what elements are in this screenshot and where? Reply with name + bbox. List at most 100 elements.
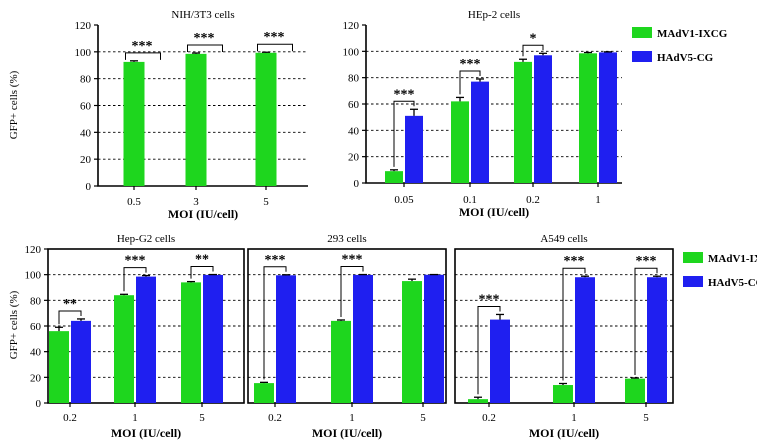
legend-label: MAdV1-IXCG	[708, 253, 757, 265]
chart-panel-2	[44, 248, 245, 407]
significance-bracket	[562, 267, 586, 381]
significance-bracket	[190, 266, 214, 279]
x-tick-label: 1	[132, 412, 138, 424]
significance-bracket	[459, 70, 481, 95]
x-tick-label: 0.2	[526, 194, 540, 206]
significance-label: ***	[194, 31, 215, 46]
chart-panel-3	[247, 248, 447, 407]
bar	[136, 276, 156, 403]
legend-label: HAdV5-CG	[708, 277, 757, 289]
x-tick-label: 0.1	[463, 194, 477, 206]
x-tick-label: 0.05	[394, 194, 414, 206]
bar	[123, 61, 145, 187]
y-tick-label: 80	[30, 295, 42, 307]
significance-bracket	[522, 44, 544, 57]
legend-swatch	[683, 252, 703, 263]
legend-swatch	[683, 276, 703, 287]
chart-title: HEp-2 cells	[468, 9, 520, 21]
bar	[534, 55, 552, 183]
bar	[185, 53, 207, 187]
significance-label: ***	[264, 30, 285, 45]
significance-label: **	[195, 253, 209, 268]
significance-bracket	[477, 305, 501, 395]
significance-bracket	[393, 100, 415, 167]
y-tick-label: 20	[348, 152, 360, 164]
bar	[385, 171, 403, 183]
significance-label: ***	[342, 253, 363, 268]
legend-label: HAdV5-CG	[657, 52, 714, 64]
y-tick-label: 60	[80, 101, 92, 113]
bar	[181, 282, 201, 403]
x-tick-label: 0.5	[127, 196, 141, 208]
bar	[402, 281, 422, 403]
y-tick-label: 0	[36, 398, 42, 410]
bar	[471, 81, 489, 183]
bar	[353, 274, 373, 403]
significance-label: ***	[479, 292, 500, 307]
y-tick-label: 120	[75, 20, 92, 32]
x-axis-label: MOI (IU/cell)	[111, 426, 181, 440]
significance-bracket	[125, 52, 161, 60]
y-axis-label: GFP+ cells (%)	[8, 70, 20, 139]
significance-bracket	[58, 310, 82, 325]
bar	[71, 320, 91, 403]
y-tick-label: 0	[86, 181, 92, 193]
bar	[276, 275, 296, 403]
significance-label: ***	[564, 254, 585, 269]
significance-label: ***	[636, 254, 657, 269]
y-tick-label: 20	[30, 372, 42, 384]
bar	[647, 277, 667, 403]
x-axis-label: MOI (IU/cell)	[529, 426, 599, 440]
y-tick-label: 120	[25, 244, 42, 256]
y-tick-label: 60	[30, 321, 42, 333]
bar	[553, 385, 573, 403]
significance-label: ***	[132, 39, 153, 54]
chart-title: A549 cells	[540, 233, 587, 245]
x-tick-label: 5	[643, 412, 649, 424]
bar	[579, 53, 597, 183]
y-tick-label: 20	[80, 154, 92, 166]
bar	[114, 295, 134, 403]
significance-label: ***	[460, 57, 481, 72]
bar	[254, 383, 274, 403]
x-axis-label: MOI (IU/cell)	[459, 205, 529, 219]
y-tick-label: 0	[354, 178, 360, 190]
bar	[451, 101, 469, 183]
significance-bracket	[263, 266, 287, 380]
x-tick-label: 0.2	[268, 412, 282, 424]
significance-bracket	[634, 267, 658, 375]
y-tick-label: 80	[348, 73, 360, 85]
bar	[331, 320, 351, 403]
chart-panel-0	[94, 24, 308, 190]
y-tick-label: 40	[80, 127, 92, 139]
x-axis-label: MOI (IU/cell)	[168, 207, 238, 221]
significance-bracket	[257, 43, 293, 52]
significance-bracket	[123, 267, 147, 292]
y-tick-label: 40	[348, 125, 360, 137]
bar	[203, 274, 223, 403]
y-tick-label: 100	[75, 47, 92, 59]
legend-label: MAdV1-IXCG	[657, 28, 728, 40]
legend-swatch	[632, 27, 652, 38]
bar	[625, 378, 645, 403]
y-tick-label: 80	[80, 74, 92, 86]
y-tick-label: 40	[30, 347, 42, 359]
significance-label: ***	[394, 87, 415, 102]
chart-panel-1	[362, 24, 622, 187]
bar	[575, 277, 595, 403]
chart-title: 293 cells	[327, 233, 366, 245]
bar	[599, 52, 617, 184]
chart-title: NIH/3T3 cells	[171, 9, 234, 21]
x-tick-label: 0.2	[482, 412, 496, 424]
chart-title: Hep-G2 cells	[117, 233, 175, 245]
x-tick-label: 5	[263, 196, 269, 208]
x-tick-label: 3	[193, 196, 199, 208]
y-tick-label: 100	[25, 270, 42, 282]
significance-bracket	[187, 44, 223, 53]
bar	[405, 115, 423, 183]
y-axis-label: GFP+ cells (%)	[8, 290, 20, 359]
significance-label: ***	[125, 254, 146, 269]
bar	[424, 274, 444, 403]
significance-label: ***	[265, 253, 286, 268]
